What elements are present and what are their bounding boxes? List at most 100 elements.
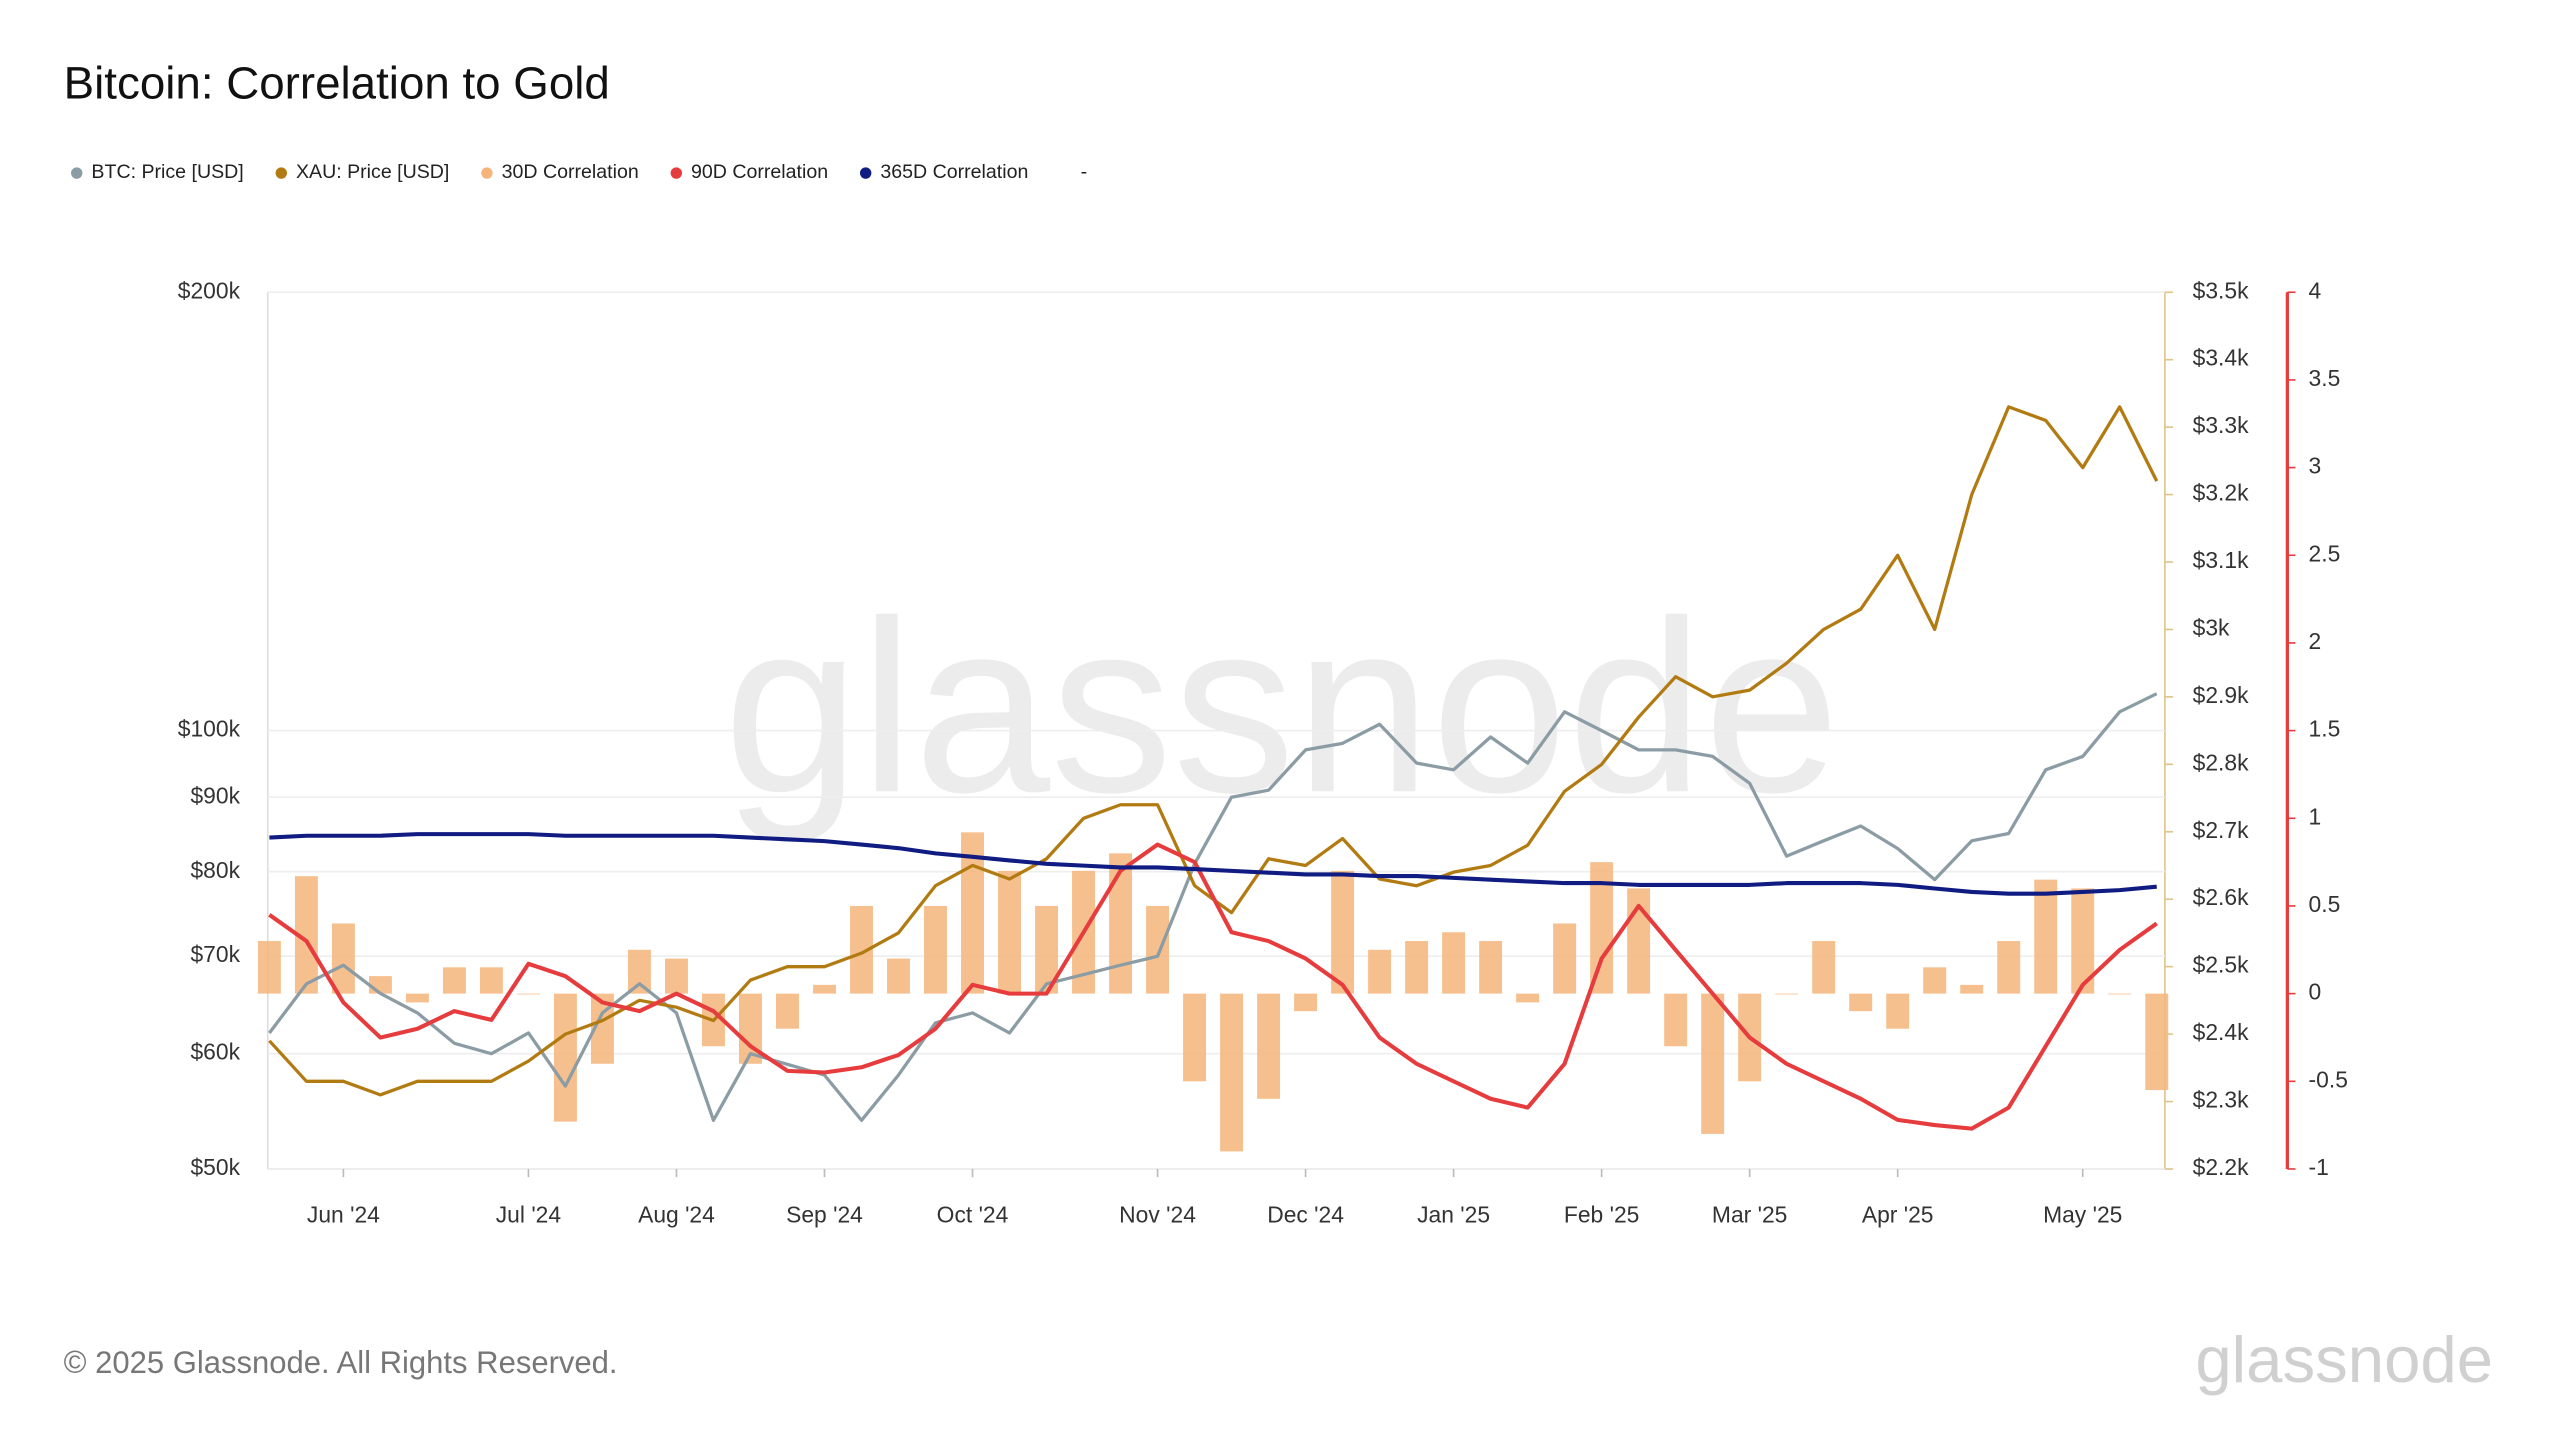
bar: [405, 993, 429, 1003]
bar: [1701, 993, 1725, 1134]
bar: [1960, 984, 1984, 994]
y-tick-label: $200k: [178, 277, 241, 303]
bar: [2034, 879, 2058, 994]
y2-tick-label: $2.8k: [2193, 749, 2249, 775]
legend-label: XAU: Price [USD]: [296, 161, 449, 183]
y2-tick-label: $2.3k: [2193, 1087, 2249, 1113]
bar: [1479, 941, 1503, 994]
y2-tick-label: $3.1k: [2193, 547, 2249, 573]
x-tick-label: Sep '24: [786, 1201, 863, 1227]
bar: [1405, 941, 1429, 994]
y3-tick-label: 0.5: [2309, 891, 2341, 917]
y2-tick-label: $3.4k: [2193, 345, 2249, 371]
y3-tick-label: 1.5: [2309, 716, 2341, 742]
bar: [2145, 993, 2169, 1091]
bar: [1294, 993, 1318, 1012]
y2-tick-label: $3.3k: [2193, 412, 2249, 438]
y-tick-label: $80k: [190, 857, 240, 883]
y2-tick-label: $2.7k: [2193, 817, 2249, 843]
grid: [267, 291, 2165, 1170]
legend-label: BTC: Price [USD]: [91, 161, 243, 183]
bar: [924, 905, 947, 994]
bar: [368, 976, 392, 994]
y3-tick-label: 3: [2309, 453, 2322, 479]
line-series: [268, 842, 2158, 1131]
line-series: [268, 692, 2158, 1122]
y3-tick-label: 2: [2309, 628, 2322, 654]
bar: [1331, 870, 1355, 994]
bar: [1886, 993, 1910, 1029]
footer: © 2025 Glassnode. All Rights Reserved.: [64, 1345, 618, 1380]
bar: [1590, 862, 1614, 994]
bar: [1664, 993, 1688, 1047]
bar: [1035, 905, 1059, 994]
y2-tick-label: $2.9k: [2193, 682, 2249, 708]
x-tick-label: Dec '24: [1267, 1201, 1344, 1227]
y2-tick-label: $3.5k: [2193, 277, 2249, 303]
x-tick-label: Nov '24: [1119, 1201, 1196, 1227]
x-tick-label: Mar '25: [1712, 1201, 1787, 1227]
legend-marker: [275, 167, 287, 179]
bar: [294, 876, 318, 994]
y-tick-label: $60k: [190, 1039, 240, 1065]
bar: [2071, 888, 2095, 994]
y3-tick-label: -0.5: [2309, 1066, 2348, 1092]
bar: [776, 993, 799, 1029]
legend-marker: [859, 167, 872, 179]
y2-tick-label: $2.4k: [2193, 1019, 2249, 1045]
legend-note: -: [1081, 161, 1088, 183]
bar: [1849, 993, 1873, 1012]
bar: [2108, 993, 2132, 995]
bar: [739, 993, 762, 1064]
x-tick-label: May '25: [2043, 1201, 2122, 1227]
bar: [1257, 993, 1281, 1099]
y-tick-label: $50k: [190, 1154, 240, 1180]
bar: [1183, 993, 1207, 1082]
y2-tick-label: $2.5k: [2193, 952, 2249, 978]
bar: [1553, 923, 1577, 994]
x-tick-label: Aug '24: [638, 1201, 715, 1227]
legend-marker: [71, 167, 83, 179]
bar: [442, 967, 466, 994]
chart-title: Bitcoin: Correlation to Gold: [64, 58, 610, 109]
bar: [257, 941, 281, 994]
legend-marker: [481, 167, 493, 179]
bar: [998, 870, 1021, 994]
bar: [1220, 993, 1244, 1152]
y2-tick-label: $3.2k: [2193, 480, 2249, 506]
y3-tick-label: 1: [2309, 803, 2322, 829]
x-tick-label: Apr '25: [1862, 1201, 1934, 1227]
x-tick-label: Jun '24: [307, 1201, 380, 1227]
bar: [850, 905, 873, 994]
bar: [1516, 993, 1540, 1003]
bar: [553, 993, 577, 1122]
y3-tick-label: 4: [2309, 277, 2322, 303]
legend-marker: [670, 167, 683, 179]
bar: [590, 993, 614, 1064]
legend-label: 365D Correlation: [880, 161, 1028, 183]
bar: [664, 958, 688, 994]
bar: [1923, 967, 1947, 994]
line-series: [269, 832, 2157, 896]
bar: [479, 967, 503, 994]
x-tick-label: Jan '25: [1417, 1201, 1490, 1227]
bar: [813, 984, 836, 994]
y3-tick-label: 3.5: [2309, 365, 2341, 391]
y2-tick-label: $2.6k: [2193, 884, 2249, 910]
bar: [1146, 905, 1170, 994]
legend-label: 90D Correlation: [691, 161, 828, 183]
y3-tick-label: -1: [2309, 1154, 2329, 1180]
y2-tick-label: $2.2k: [2193, 1154, 2249, 1180]
bar: [1812, 941, 1836, 994]
legend: BTC: Price [USD] XAU: Price [USD] 30D Corr…: [71, 161, 1087, 183]
bar: [961, 832, 984, 994]
bar: [1775, 993, 1799, 995]
bar: [331, 923, 355, 994]
bar: [1997, 941, 2021, 994]
plot-area: [257, 405, 2169, 1152]
bar: [516, 993, 540, 995]
y-tick-label: $100k: [178, 716, 241, 742]
y2-tick-label: $3k: [2193, 614, 2230, 640]
